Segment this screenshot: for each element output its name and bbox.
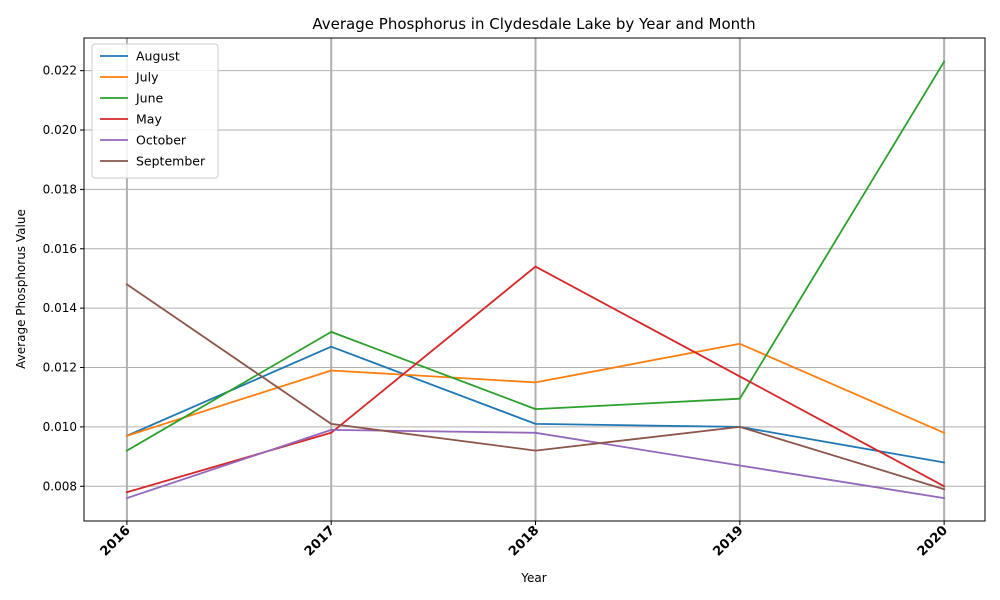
y-tick-label: 0.016 <box>43 242 77 256</box>
legend-label: June <box>135 91 164 106</box>
y-axis-label: Average Phosphorus Value <box>14 209 28 369</box>
series-line-september <box>125 283 946 491</box>
y-tick-label: 0.010 <box>43 420 77 434</box>
y-tick-label: 0.008 <box>43 479 77 493</box>
y-tick-label: 0.012 <box>43 361 77 375</box>
series-line-july <box>125 342 946 437</box>
series-line-june <box>125 60 946 452</box>
legend-label: October <box>136 133 187 148</box>
y-tick-label: 0.018 <box>43 182 77 196</box>
series-line-october <box>125 428 946 500</box>
legend-label: September <box>136 154 206 169</box>
chart-title: Average Phosphorus in Clydesdale Lake by… <box>312 15 755 33</box>
plot-frame <box>83 37 986 522</box>
y-tick-label: 0.020 <box>43 123 77 137</box>
legend-label: August <box>136 49 180 64</box>
y-tick-label: 0.014 <box>43 301 77 315</box>
legend: August July June May October September <box>91 43 219 179</box>
legend-label: May <box>136 112 162 127</box>
x-axis-label: Year <box>520 571 546 585</box>
y-tick-label: 0.022 <box>43 64 77 78</box>
legend-label: July <box>135 70 159 85</box>
